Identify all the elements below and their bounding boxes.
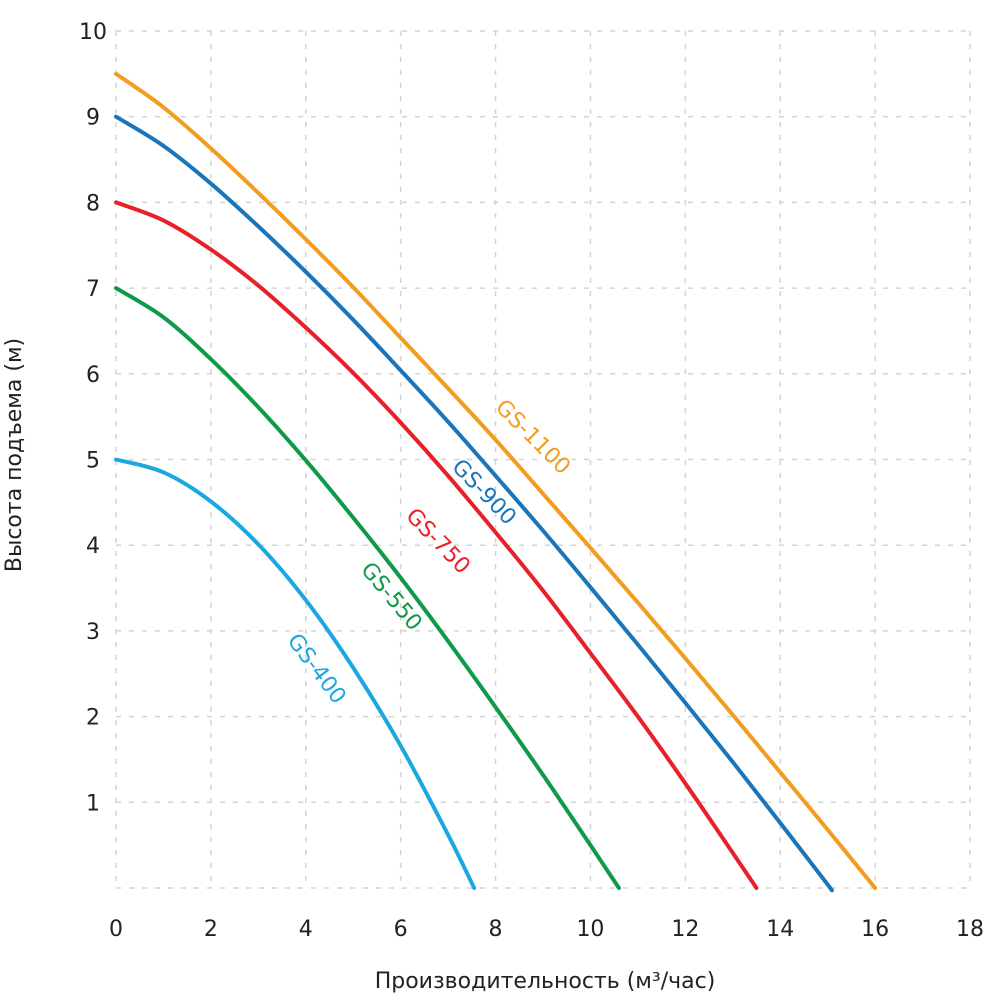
y-tick-label: 1 xyxy=(86,791,100,816)
series-line-gs-550 xyxy=(114,286,621,890)
series-line-gs-750 xyxy=(114,200,759,890)
y-tick-label: 7 xyxy=(86,277,100,302)
y-tick-label: 8 xyxy=(86,191,100,216)
y-tick-label: 6 xyxy=(86,363,100,388)
series-lines xyxy=(114,71,878,893)
x-tick-label: 12 xyxy=(671,917,699,942)
x-tick-label: 6 xyxy=(394,917,408,942)
x-tick-label: 2 xyxy=(204,917,218,942)
x-tick-label: 14 xyxy=(766,917,794,942)
y-tick-label: 5 xyxy=(86,449,100,474)
x-tick-label: 0 xyxy=(109,917,123,942)
y-tick-label: 10 xyxy=(79,20,107,45)
y-tick-label: 9 xyxy=(86,106,100,131)
series-line-gs-1100 xyxy=(114,71,878,890)
y-tick-label: 4 xyxy=(86,534,100,559)
x-tick-label: 18 xyxy=(956,917,984,942)
series-label-gs-750: GS-750 xyxy=(401,504,475,580)
y-tick-label: 2 xyxy=(86,706,100,731)
series-line-gs-900 xyxy=(114,114,834,893)
series-line-gs-400 xyxy=(114,457,477,890)
x-axis-label: Производительность (м³/час) xyxy=(375,969,716,994)
x-tick-label: 16 xyxy=(861,917,889,942)
x-tick-label: 8 xyxy=(489,917,503,942)
series-label-gs-400: GS-400 xyxy=(282,629,351,709)
y-tick-label: 3 xyxy=(86,620,100,645)
x-tick-label: 10 xyxy=(576,917,604,942)
series-label-gs-1100: GS-1100 xyxy=(490,395,575,480)
x-tick-label: 4 xyxy=(299,917,313,942)
y-axis-label: Высота подъема (м) xyxy=(2,338,27,572)
